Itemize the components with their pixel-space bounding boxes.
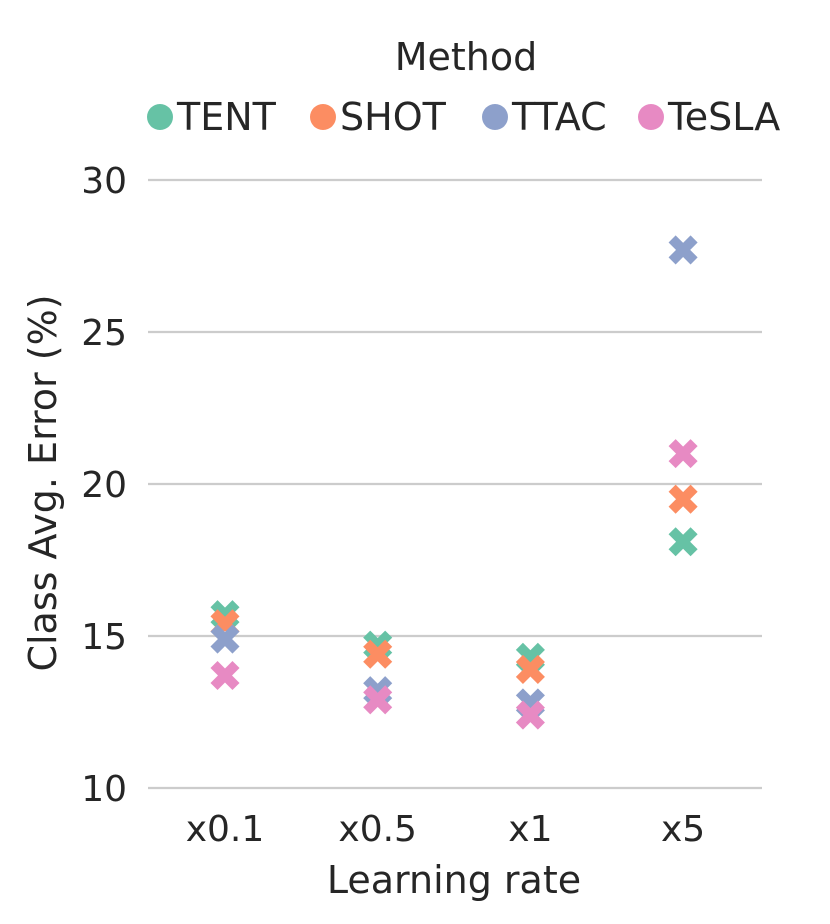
x-tick-labels: x0.1 x0.5 x1 x5 bbox=[186, 809, 705, 850]
legend-marker bbox=[482, 104, 508, 130]
y-axis-label: Class Avg. Error (%) bbox=[21, 294, 65, 671]
x-axis-label: Learning rate bbox=[327, 858, 581, 902]
y-tick-label: 30 bbox=[81, 161, 127, 202]
legend-item-tent: TENT bbox=[147, 95, 277, 139]
point-ttac-x0.1 bbox=[210, 624, 240, 654]
point-tesla-x1 bbox=[515, 700, 545, 730]
legend-label: TeSLA bbox=[667, 95, 780, 139]
y-tick-label: 15 bbox=[81, 617, 127, 658]
point-shot-x5 bbox=[668, 484, 698, 514]
legend: TENT SHOT TTAC TeSLA bbox=[147, 95, 780, 139]
x-tick-label: x5 bbox=[661, 809, 705, 850]
legend-label: TTAC bbox=[511, 95, 607, 139]
legend-marker bbox=[310, 104, 336, 130]
point-tent-x5 bbox=[668, 527, 698, 557]
legend-marker bbox=[638, 104, 664, 130]
legend-item-ttac: TTAC bbox=[482, 95, 607, 139]
x-tick-label: x1 bbox=[508, 809, 552, 850]
y-tick-labels: 10 15 20 25 30 bbox=[81, 161, 127, 810]
point-tesla-x0.1 bbox=[210, 660, 240, 691]
x-tick-label: x0.5 bbox=[338, 809, 417, 850]
point-shot-x1 bbox=[515, 654, 545, 684]
point-tesla-x5 bbox=[668, 439, 698, 469]
gridlines bbox=[148, 178, 762, 790]
legend-title: Method bbox=[395, 35, 538, 79]
y-tick-label: 25 bbox=[81, 313, 127, 354]
legend-item-shot: SHOT bbox=[310, 95, 447, 139]
legend-item-tesla: TeSLA bbox=[638, 95, 780, 139]
point-tesla-x0.5 bbox=[363, 685, 393, 715]
legend-label: SHOT bbox=[340, 95, 447, 139]
y-tick-label: 20 bbox=[81, 465, 127, 506]
y-tick-label: 10 bbox=[81, 769, 127, 810]
point-shot-x0.5 bbox=[363, 639, 393, 669]
point-ttac-x5 bbox=[668, 235, 698, 265]
data-points bbox=[210, 235, 698, 730]
x-tick-label: x0.1 bbox=[186, 809, 265, 850]
legend-label: TENT bbox=[176, 95, 277, 139]
legend-marker bbox=[147, 104, 173, 130]
